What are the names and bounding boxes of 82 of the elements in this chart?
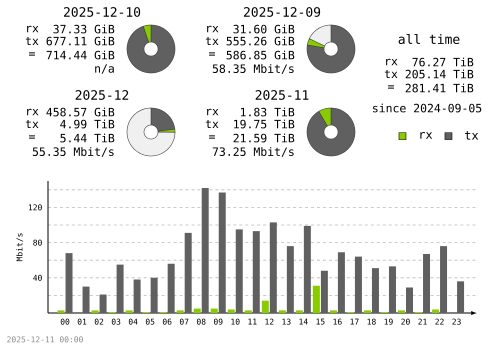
text: 205.14 TiB [406, 70, 474, 78]
bar [228, 309, 235, 313]
bar [82, 286, 90, 313]
bar [270, 222, 277, 313]
bar [432, 309, 440, 313]
text: rx [27, 26, 38, 32]
text: 586.85 GiB [226, 50, 294, 60]
chart-title: 2025-12-09 [244, 7, 320, 17]
bar [126, 310, 133, 313]
bar [330, 310, 337, 313]
chart-title: 2025-11 [256, 90, 308, 100]
text: 37.33 GiB [53, 24, 114, 34]
bar [440, 246, 448, 313]
text: rx [207, 108, 218, 116]
chart-title: 2025-12-10 [64, 7, 140, 17]
bar [406, 287, 414, 313]
bar [304, 226, 311, 313]
text: tx [26, 120, 38, 128]
bar [92, 310, 99, 313]
text: tx [384, 70, 398, 78]
text: 21.59 TiB [234, 134, 294, 142]
text: 73.25 Mbit/s [212, 147, 294, 157]
text: = [29, 135, 35, 139]
bar [202, 188, 209, 313]
bar [236, 229, 243, 313]
text: 555.26 GiB [226, 36, 294, 46]
bar [100, 294, 107, 313]
text: 76.27 TiB [412, 58, 474, 66]
bar [312, 286, 320, 313]
bar [320, 270, 328, 313]
bar [252, 231, 260, 313]
bar [176, 310, 184, 313]
bar [116, 264, 124, 313]
bar [354, 256, 362, 313]
text: 677.11 GiB [46, 36, 114, 46]
text: tx [26, 36, 38, 46]
text: 31.60 GiB [233, 24, 294, 34]
text: 281.41 TiB [406, 84, 474, 92]
text: = [209, 52, 215, 56]
bar [388, 266, 396, 313]
text: = [388, 85, 394, 89]
bar [244, 310, 252, 313]
bar [457, 281, 464, 313]
bar [372, 268, 379, 313]
text: 19.75 TiB [234, 120, 294, 128]
bar [66, 253, 73, 313]
text: all time [398, 34, 460, 44]
text: tx [206, 120, 218, 128]
bar [134, 280, 141, 313]
text: 1.83 TiB [240, 108, 294, 116]
text: 58.35 Mbit/s [212, 64, 294, 74]
text: rx [386, 58, 398, 66]
text: n/a [95, 64, 114, 74]
bar [423, 254, 430, 313]
text: 5.44 TiB [60, 134, 114, 142]
text: since 2024-09-05 [373, 104, 482, 112]
legend-label: tx [465, 131, 478, 140]
bar [278, 310, 286, 313]
bar [286, 246, 294, 313]
bar [210, 308, 218, 313]
text: 55.35 Mbit/s [32, 147, 114, 157]
text: rx [207, 26, 218, 32]
bar [150, 278, 158, 313]
bar [184, 232, 192, 313]
text: rx [27, 108, 38, 116]
text: tx [206, 36, 218, 46]
bar [398, 310, 406, 313]
text: 4.99 TiB [60, 120, 114, 128]
text: 714.44 GiB [46, 50, 114, 60]
bar [364, 310, 371, 313]
bar [168, 264, 175, 313]
chart-title: 2025-12 [76, 90, 128, 100]
bar [296, 310, 303, 313]
bar [262, 300, 269, 313]
text: = [29, 52, 35, 56]
legend-label: rx [420, 132, 432, 139]
bar [218, 192, 226, 313]
bar [58, 310, 65, 313]
bar [194, 308, 201, 313]
text: = [209, 135, 215, 139]
bar [338, 252, 345, 313]
text: 458.57 GiB [46, 108, 114, 116]
